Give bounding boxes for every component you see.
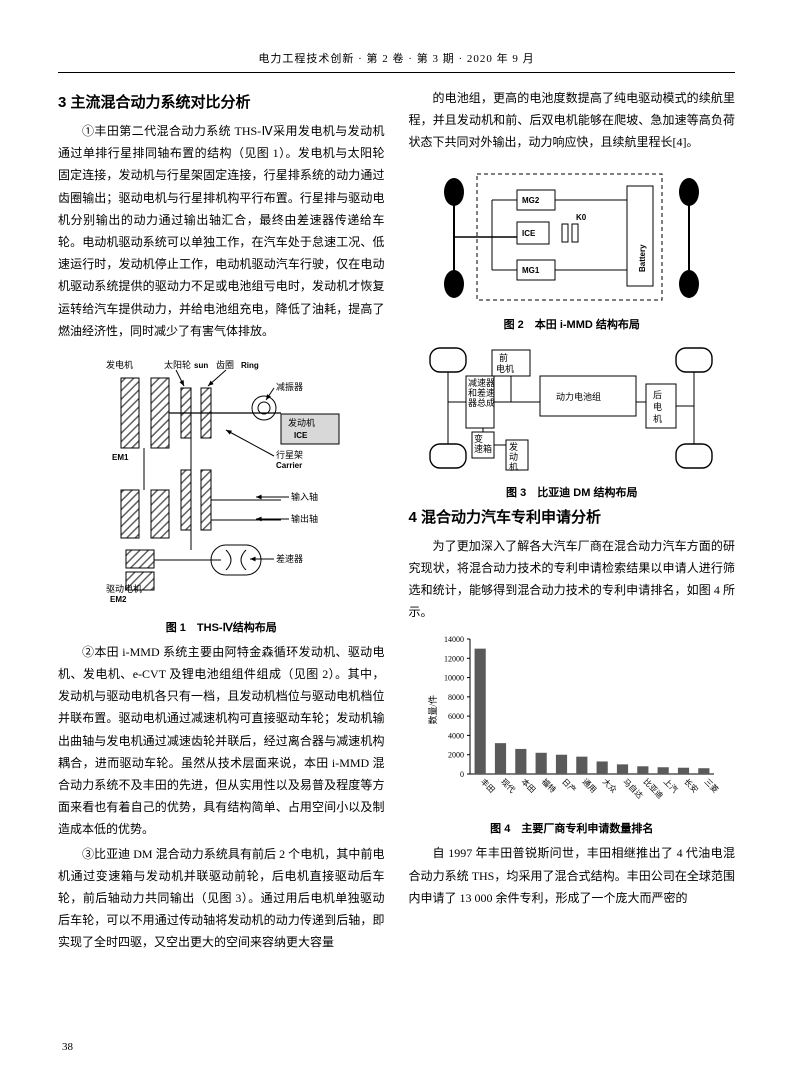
left-column: 3 主流混合动力系统对比分析 ①丰田第二代混合动力系统 THS-Ⅳ采用发电机与发… (58, 87, 385, 956)
svg-text:机: 机 (653, 413, 662, 424)
svg-text:EM2: EM2 (110, 595, 127, 604)
svg-text:Carrier: Carrier (276, 461, 302, 470)
svg-text:Battery: Battery (638, 243, 647, 271)
figure-2: MG2 ICE MG1 K0 Battery 图 2 本田 i-MMD 结构布局 (409, 162, 736, 332)
header-text: 电力工程技术创新 · 第 2 卷 · 第 3 期 · 2020 年 9 月 (258, 53, 534, 65)
paragraph-4-1: 为了更加深入了解各大汽车厂商在混合动力汽车方面的研究现状，将混合动力技术的专利申… (409, 535, 736, 624)
svg-text:和差速: 和差速 (468, 387, 495, 398)
svg-text:长安: 长安 (682, 777, 700, 795)
paragraph-4-2: 自 1997 年丰田普锐斯问世，丰田相继推出了 4 代油电混合动力系统 THS，… (409, 842, 736, 909)
svg-text:MG2: MG2 (522, 196, 540, 205)
svg-text:马自达: 马自达 (621, 777, 645, 801)
svg-text:上汽: 上汽 (662, 777, 680, 795)
svg-text:发动机: 发动机 (288, 417, 315, 428)
svg-text:EM1: EM1 (112, 453, 129, 462)
svg-text:14000: 14000 (444, 635, 464, 644)
svg-text:日产: 日产 (560, 777, 578, 795)
figure-3-svg: 前电机动力电池组后电机减速器和差速器总成变速箱发动机 (422, 340, 722, 480)
svg-text:MG1: MG1 (522, 266, 540, 275)
svg-text:齿圈: 齿圈 (216, 360, 234, 370)
svg-text:Ring: Ring (241, 361, 259, 370)
svg-text:比亚迪: 比亚迪 (641, 777, 665, 801)
svg-text:10000: 10000 (444, 674, 464, 683)
svg-text:福特: 福特 (540, 777, 558, 795)
paragraph-top-right: 的电池组，更高的电池度数提高了纯电驱动模式的续航里程，并且发动机和前、后双电机能… (409, 87, 736, 154)
svg-text:减振器: 减振器 (276, 381, 303, 392)
svg-text:发: 发 (509, 441, 518, 452)
svg-text:太阳轮: 太阳轮 (164, 359, 191, 370)
paragraph-3-1: ①丰田第二代混合动力系统 THS-Ⅳ采用发电机与发动机通过单排行星排同轴布置的结… (58, 120, 385, 342)
svg-text:速箱: 速箱 (474, 443, 492, 454)
svg-text:变: 变 (474, 433, 483, 444)
svg-text:前: 前 (499, 352, 508, 363)
svg-text:ICE: ICE (294, 431, 308, 440)
svg-text:丰田: 丰田 (479, 777, 497, 795)
svg-text:12000: 12000 (444, 655, 464, 664)
paragraph-3-3: ③比亚迪 DM 混合动力系统具有前后 2 个电机，其中前电机通过变速箱与发动机并… (58, 843, 385, 954)
two-column-layout: 3 主流混合动力系统对比分析 ①丰田第二代混合动力系统 THS-Ⅳ采用发电机与发… (58, 87, 735, 956)
svg-text:通用: 通用 (580, 777, 598, 795)
paragraph-3-2: ②本田 i-MMD 系统主要由阿特金森循环发动机、驱动电机、发电机、e-CVT … (58, 641, 385, 841)
figure-3-caption: 图 3 比亚迪 DM 结构布局 (409, 484, 736, 500)
page-header: 电力工程技术创新 · 第 2 卷 · 第 3 期 · 2020 年 9 月 (58, 50, 735, 73)
svg-text:0: 0 (460, 770, 464, 779)
svg-text:动力电池组: 动力电池组 (556, 391, 601, 402)
figure-4-caption: 图 4 主要厂商专利申请数量排名 (409, 820, 736, 836)
svg-text:ICE: ICE (522, 229, 536, 238)
svg-text:现代: 现代 (499, 777, 517, 795)
svg-text:差速器: 差速器 (276, 553, 303, 564)
svg-text:输入轴: 输入轴 (291, 491, 318, 502)
svg-text:三菱: 三菱 (702, 777, 720, 795)
svg-text:减速器: 减速器 (468, 377, 495, 388)
figure-4: 0 2000 4000 6000 8000 10000 12000 14000 数量/件丰田现代… (409, 631, 736, 836)
figure-2-svg: MG2 ICE MG1 K0 Battery (422, 162, 722, 312)
svg-text:电: 电 (653, 401, 662, 412)
page-number: 38 (62, 1041, 73, 1053)
figure-4-svg: 0 2000 4000 6000 8000 10000 12000 14000 数量/件丰田现代… (422, 631, 722, 816)
section-3-title: 3 主流混合动力系统对比分析 (58, 91, 385, 112)
svg-text:8000: 8000 (448, 693, 464, 702)
section-4-title: 4 混合动力汽车专利申请分析 (409, 506, 736, 527)
svg-text:数量/件: 数量/件 (427, 695, 438, 725)
svg-text:4000: 4000 (448, 732, 464, 741)
svg-text:驱动电机: 驱动电机 (106, 583, 142, 594)
svg-text:大众: 大众 (601, 777, 619, 795)
svg-text:输出轴: 输出轴 (291, 513, 318, 524)
figure-3: 前电机动力电池组后电机减速器和差速器总成变速箱发动机 图 3 比亚迪 DM 结构… (409, 340, 736, 500)
svg-text:6000: 6000 (448, 712, 464, 721)
svg-text:机: 机 (509, 461, 518, 472)
right-column: 的电池组，更高的电池度数提高了纯电驱动模式的续航里程，并且发动机和前、后双电机能… (409, 87, 736, 956)
svg-text:2000: 2000 (448, 751, 464, 760)
svg-text:电机: 电机 (496, 363, 514, 374)
svg-text:K0: K0 (576, 213, 587, 222)
svg-text:器总成: 器总成 (468, 397, 495, 408)
svg-text:动: 动 (509, 452, 518, 462)
svg-text:本田: 本田 (519, 777, 537, 795)
svg-text:后: 后 (653, 390, 662, 400)
figure-1: 发动机 ICE 发电机 EM2驱动电机 EM1 太阳轮sun 齿圈 Ring 减振器行星架Car… (58, 350, 385, 635)
figure-1-svg: 发动机 ICE 发电机 EM2驱动电机 EM1 太阳轮sun 齿圈 Ring 减振器行星架Car… (76, 350, 366, 615)
figure-2-caption: 图 2 本田 i-MMD 结构布局 (409, 316, 736, 332)
svg-text:行星架: 行星架 (276, 449, 303, 460)
svg-text:sun: sun (194, 361, 208, 370)
figure-1-caption: 图 1 THS-Ⅳ结构布局 (58, 619, 385, 635)
svg-text:发电机: 发电机 (106, 359, 133, 370)
